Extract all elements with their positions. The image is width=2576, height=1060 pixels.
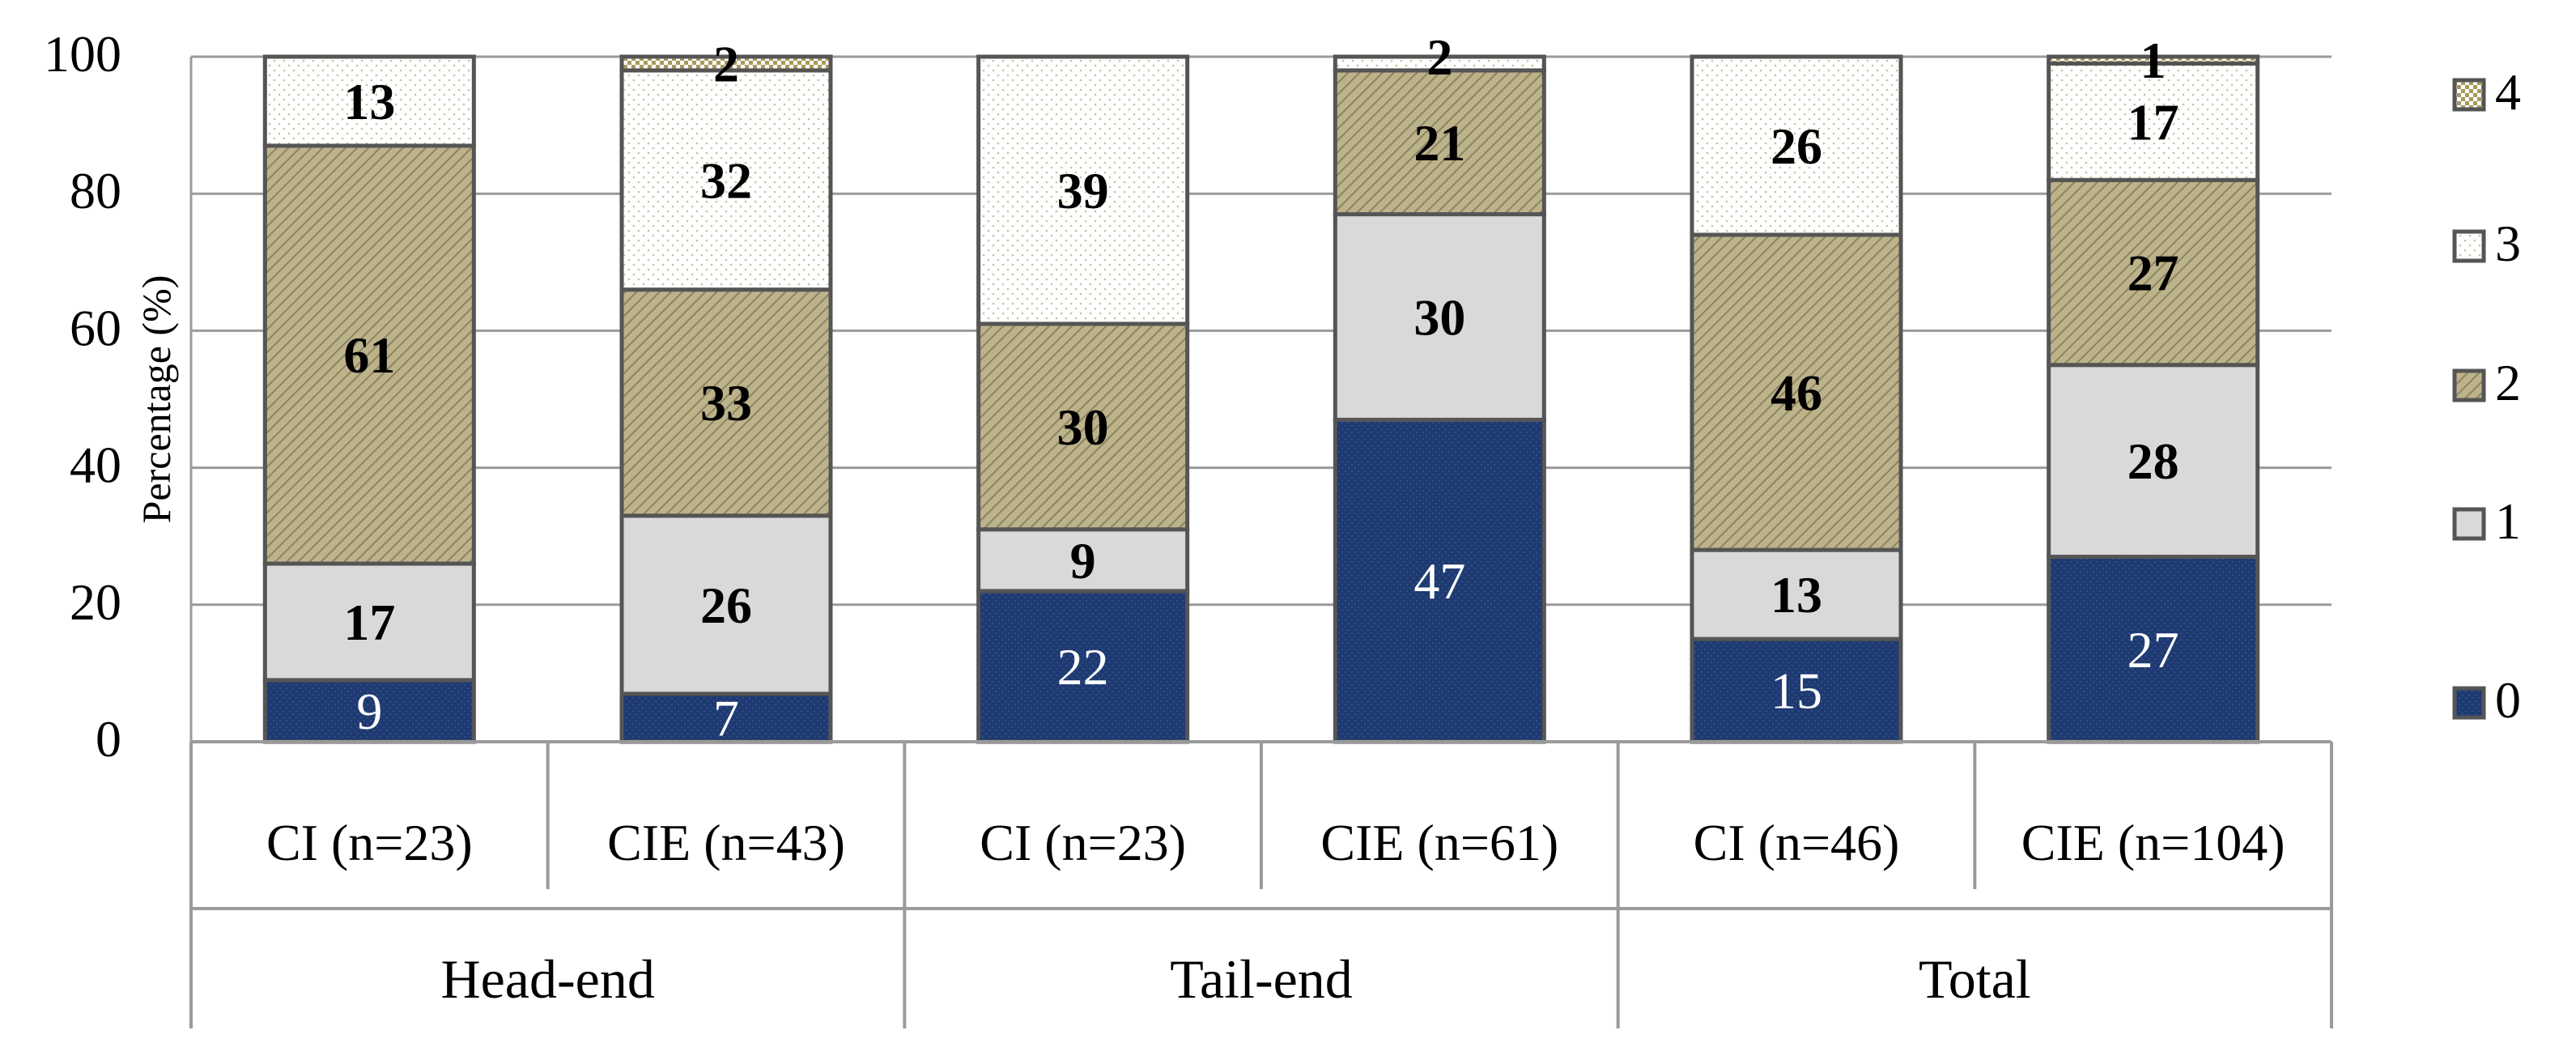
data-label: 32 (700, 151, 752, 209)
data-label: 7 (713, 689, 739, 747)
data-label: 30 (1413, 288, 1465, 346)
data-label: 22 (1057, 638, 1109, 696)
data-label: 17 (343, 594, 395, 651)
bar-labels: 9176113726333222293039473021215134626272… (343, 28, 2179, 747)
data-label: 27 (2128, 244, 2179, 301)
group-label: Total (1919, 948, 2031, 1010)
bar-segment-1 (619, 513, 833, 696)
bar-segment-1 (2047, 363, 2260, 560)
legend-swatch (2452, 368, 2486, 402)
bar-segment-3 (262, 54, 476, 148)
y-tick-label: 20 (70, 573, 121, 631)
x-tick-label: CIE (n=104) (2021, 814, 2285, 871)
bar-segment-1 (1690, 547, 1903, 641)
bar-segment-0 (1333, 417, 1546, 744)
bar-segment-2 (619, 287, 833, 518)
bar-segment-3 (2047, 61, 2260, 182)
bar-segment-4 (619, 54, 833, 73)
y-tick-label: 60 (70, 299, 121, 356)
data-label: 26 (1770, 117, 1822, 175)
data-label: 1 (2140, 32, 2166, 89)
data-label: 39 (1057, 162, 1109, 219)
legend-swatch (2452, 229, 2486, 263)
data-label: 2 (1426, 28, 1452, 86)
data-label: 21 (1413, 114, 1465, 172)
data-label: 26 (700, 577, 752, 634)
bar-segment-0 (976, 589, 1190, 744)
bar-segment-0 (2047, 555, 2260, 744)
y-axis-ticks: 0 20 40 60 80 100 (44, 25, 121, 768)
legend-swatch (2452, 507, 2486, 541)
bar-segment-3 (1690, 54, 1903, 237)
group-label: Head-end (441, 948, 655, 1010)
bar-segment-1 (976, 527, 1190, 594)
data-label: 28 (2128, 432, 2179, 490)
legend-item-4: 4 (2452, 63, 2521, 121)
legend: 4 3 2 1 0 (2452, 63, 2521, 729)
data-label: 47 (1413, 552, 1465, 610)
bar-segment-2 (976, 321, 1190, 532)
data-label: 46 (1770, 364, 1822, 422)
x-tick-label: CIE (n=61) (1320, 814, 1558, 871)
bar-segment-2 (262, 143, 476, 566)
legend-item-1: 1 (2452, 492, 2521, 550)
bar-segment-0 (1690, 636, 1903, 744)
data-label: 17 (2128, 93, 2179, 151)
legend-label: 0 (2495, 671, 2521, 729)
bar-segment-2 (2047, 177, 2260, 368)
data-label: 9 (1070, 532, 1096, 590)
legend-swatch (2452, 78, 2486, 112)
y-tick-label: 100 (44, 25, 121, 83)
data-label: 61 (343, 326, 395, 384)
x-tick-label: CIE (n=43) (607, 814, 845, 871)
legend-item-2: 2 (2452, 354, 2521, 411)
group-label: Tail-end (1170, 948, 1353, 1010)
legend-label: 2 (2495, 354, 2521, 411)
data-label: 30 (1057, 398, 1109, 456)
legend-item-3: 3 (2452, 215, 2521, 272)
y-tick-label: 80 (70, 162, 121, 219)
bar-segment-3 (976, 54, 1190, 326)
bar-segment-3 (1333, 54, 1546, 73)
bar-segment-3 (619, 68, 833, 292)
bar-segment-2 (1690, 232, 1903, 552)
x-tick-label: CI (n=23) (980, 814, 1186, 871)
x-tick-label: CI (n=23) (266, 814, 473, 871)
gridlines (189, 55, 2332, 743)
legend-label: 1 (2495, 492, 2521, 550)
bar-segment-1 (262, 561, 476, 683)
x-tick-label: CI (n=46) (1694, 814, 1900, 871)
data-label: 13 (1770, 566, 1822, 624)
data-label: 9 (356, 683, 382, 740)
legend-label: 4 (2495, 63, 2521, 121)
y-tick-label: 40 (70, 436, 121, 494)
y-tick-label: 0 (96, 710, 121, 768)
data-label: 27 (2128, 621, 2179, 679)
data-label: 33 (700, 374, 752, 432)
bars (262, 54, 2260, 744)
data-label: 2 (713, 35, 739, 92)
data-label: 15 (1770, 662, 1822, 720)
bar-segment-4 (2047, 54, 2260, 66)
x-axis: CI (n=23) CIE (n=43) CI (n=23) CIE (n=61) CI… (189, 740, 2333, 1028)
data-label: 13 (343, 73, 395, 130)
legend-label: 3 (2495, 215, 2521, 272)
y-axis-label: Percentage (%) (134, 275, 179, 524)
legend-item-0: 0 (2452, 671, 2521, 729)
legend-swatch (2452, 686, 2486, 720)
bar-segment-0 (619, 692, 833, 744)
